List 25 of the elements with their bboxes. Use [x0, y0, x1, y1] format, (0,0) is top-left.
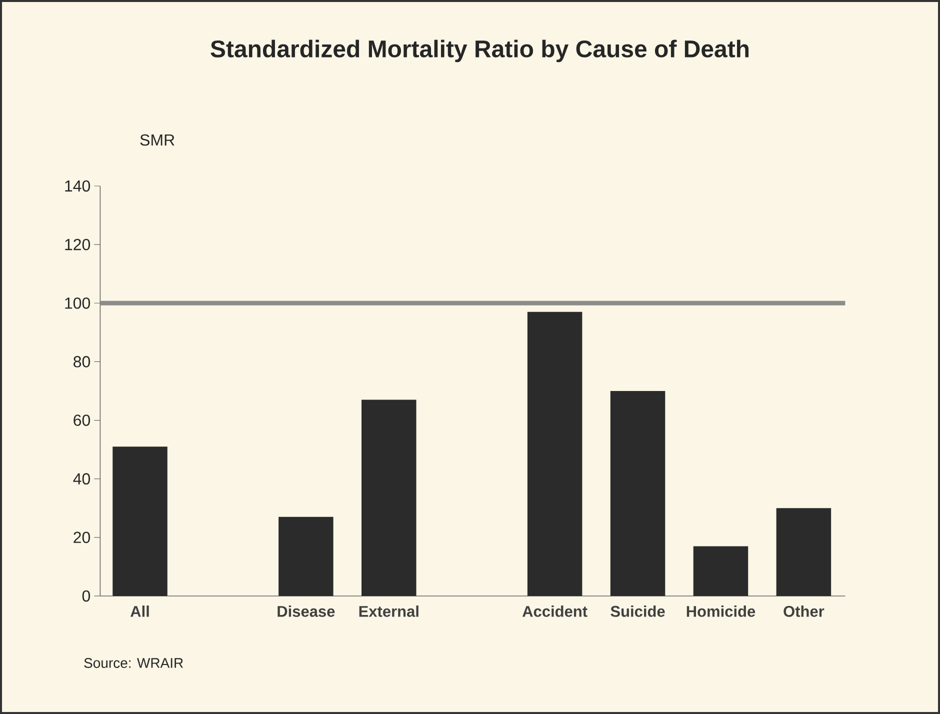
chart-title: Standardized Mortality Ratio by Cause of Death [210, 40, 749, 62]
source-note: Source: WRAIR [84, 658, 183, 668]
bar [527, 312, 582, 596]
x-tick-label: Other [784, 606, 824, 617]
y-tick-label: 20 [74, 532, 90, 544]
y-axis-title: SMR [140, 134, 174, 146]
x-tick-label: Disease [278, 606, 335, 617]
x-tick-label: Suicide [610, 606, 665, 617]
y-tick-label: 0 [82, 590, 90, 602]
bar [693, 546, 748, 596]
y-tick-label: 100 [65, 297, 90, 309]
bar [112, 446, 168, 596]
y-tick-label: 60 [74, 414, 90, 426]
x-tick-label: All [130, 606, 149, 617]
x-tick-label: Homicide [686, 606, 756, 617]
x-tick-label: External [359, 606, 418, 617]
bar [278, 516, 334, 596]
y-tick-label: 120 [65, 238, 90, 250]
y-tick-label: 80 [74, 356, 90, 368]
y-tick-label: 40 [73, 473, 90, 485]
bar [776, 508, 832, 596]
bar [610, 390, 666, 596]
x-tick-label: Accident [522, 606, 588, 617]
y-tick-label: 140 [65, 180, 90, 192]
bar [362, 400, 416, 596]
